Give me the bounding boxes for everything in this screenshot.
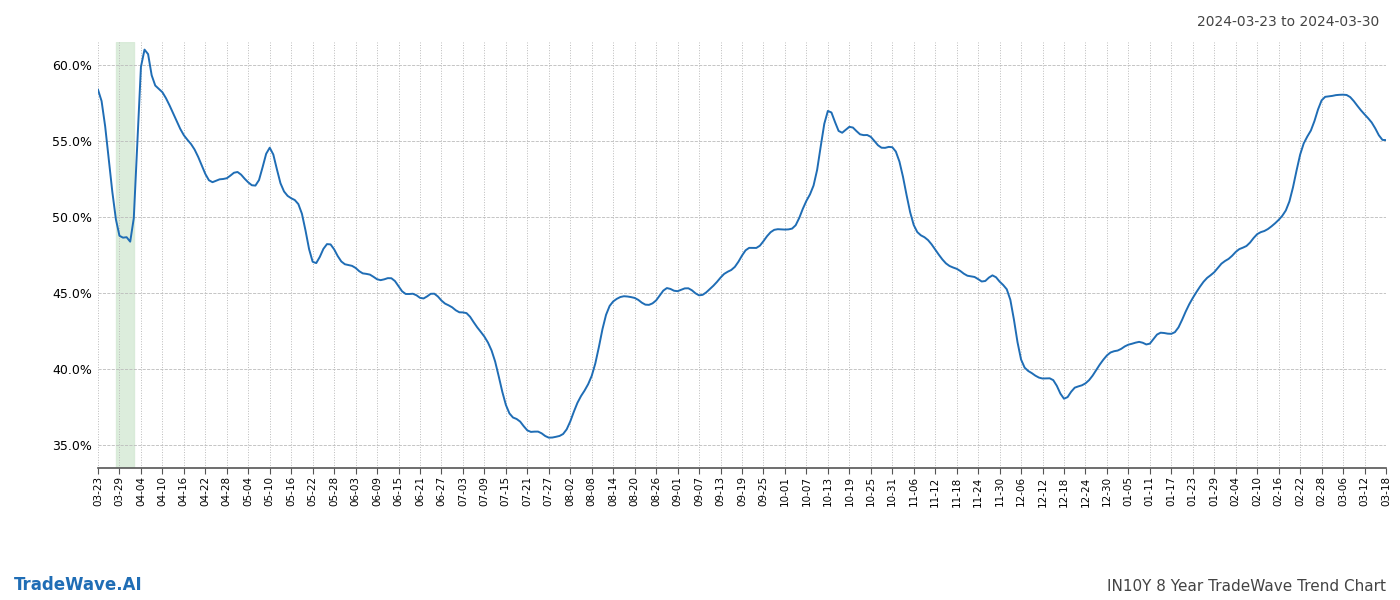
Text: TradeWave.AI: TradeWave.AI: [14, 576, 143, 594]
Text: 2024-03-23 to 2024-03-30: 2024-03-23 to 2024-03-30: [1197, 15, 1379, 29]
Bar: [116, 42, 134, 468]
Text: IN10Y 8 Year TradeWave Trend Chart: IN10Y 8 Year TradeWave Trend Chart: [1107, 579, 1386, 594]
